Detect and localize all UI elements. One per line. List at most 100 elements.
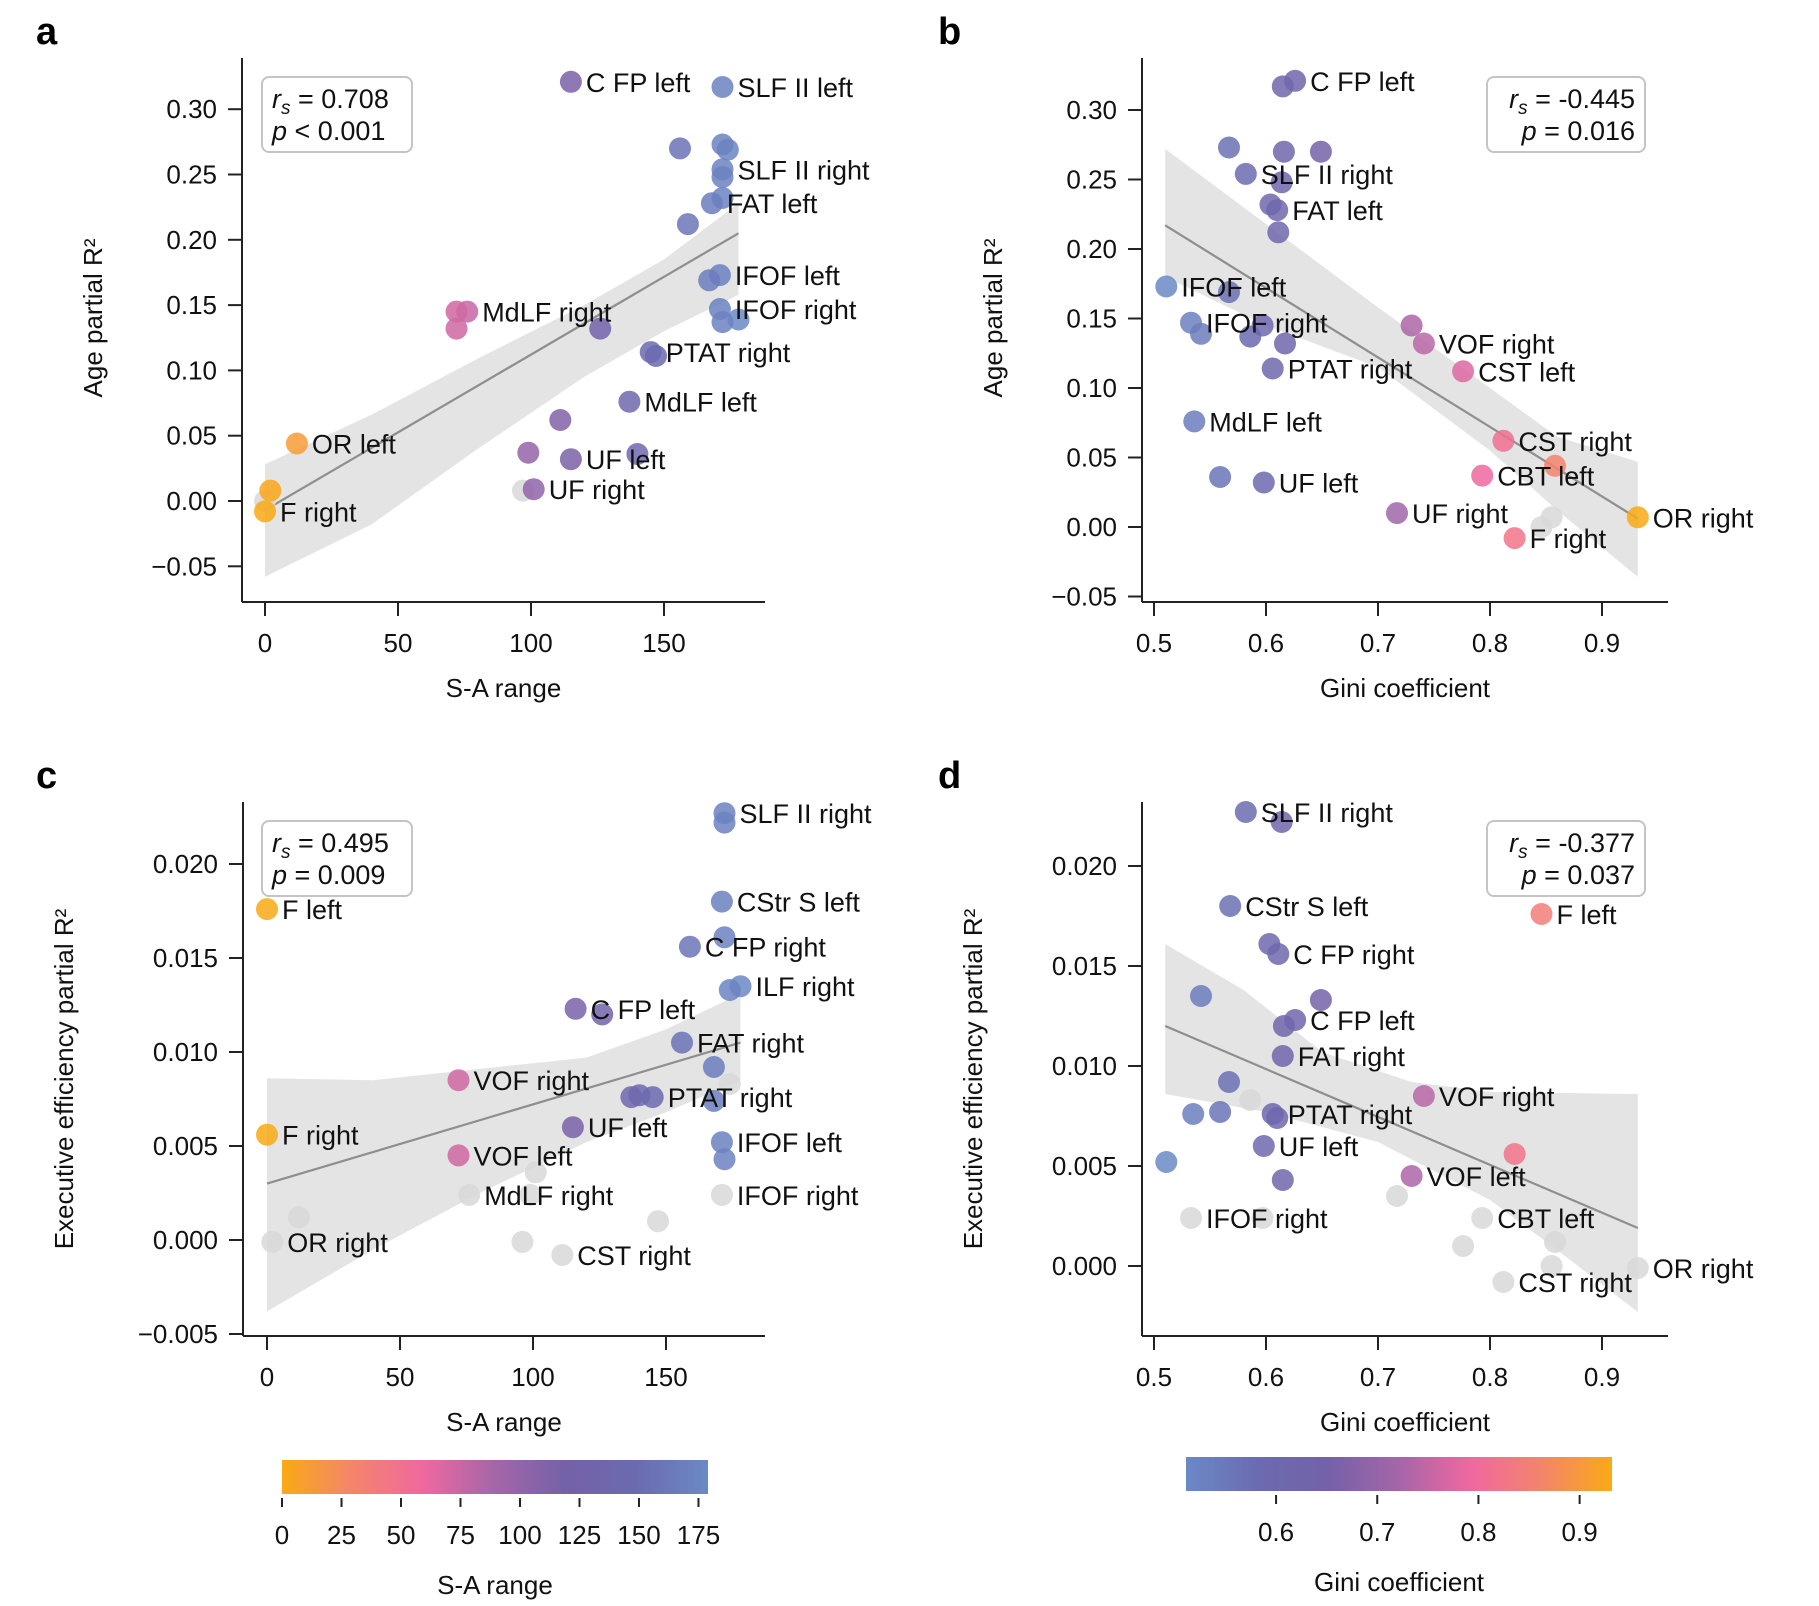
data-point [1400,1165,1423,1187]
point-label: OR right [1653,503,1754,533]
colorbar-tick-label: 0.6 [1258,1517,1294,1547]
point-label: VOF left [1427,1162,1527,1192]
point-label: IFOF right [1206,1204,1328,1234]
data-point [626,443,649,465]
data-point [1266,1107,1289,1129]
colorbar-tick-label: 175 [677,1520,720,1550]
point-label: PTAT right [1288,1100,1413,1130]
data-point [1309,989,1332,1011]
point-label: CST right [1518,1268,1632,1298]
data-point [710,1183,733,1206]
point-label: CST left [1478,357,1576,387]
data-point [1271,1169,1294,1191]
x-tick-label: 0.7 [1360,628,1396,658]
x-tick-label: 0.9 [1584,1362,1620,1392]
data-point [1452,360,1475,383]
stat-box-frame [1486,76,1646,153]
data-point [1274,332,1296,355]
point-label: CStr S left [1245,892,1369,922]
confidence-band [267,993,741,1312]
data-point [698,269,721,292]
data-point [1183,410,1206,433]
data-point [559,448,582,471]
data-point [1626,506,1649,529]
data-point [256,898,278,921]
y-tick-label: 0.25 [1066,165,1117,195]
colorbar-gradient [1186,1457,1612,1491]
data-point [1540,1255,1563,1277]
data-point [1155,1151,1178,1173]
x-tick-label: 150 [642,628,685,658]
sa-range-colorbar: 0 25 50 75 100 125 150 175 S-A range [275,1460,720,1600]
point-label: CST right [1518,427,1632,457]
y-tick-label: 0.010 [1052,1051,1117,1081]
panel-c-exec-vs-sa-range: SLF II right F left CStr S left C FP right I… [49,799,872,1437]
y-tick-label: 0.020 [1052,851,1117,881]
x-axis-title: S-A range [446,1407,562,1437]
data-point [447,1144,470,1167]
point-label: F left [282,895,343,925]
data-point [287,1206,310,1229]
data-point [700,192,723,215]
data-point [1530,903,1553,925]
data-point [1386,502,1408,525]
data-point [669,137,691,160]
y-tick-label: 0.000 [153,1225,218,1255]
y-tick-label: −0.005 [138,1319,218,1349]
data-point [445,300,468,323]
point-label: SLF II right [738,155,871,185]
point-label: UF right [1412,499,1509,529]
point-label: UF right [549,475,646,505]
x-tick-label: 50 [386,1362,415,1392]
data-point [511,1230,534,1253]
point-label: IFOF right [1206,309,1328,339]
x-tick-label: 0.9 [1584,628,1620,658]
x-tick-label: 150 [644,1362,687,1392]
point-label: FAT left [1292,196,1383,226]
x-tick-label: 0 [258,628,272,658]
data-point [1182,1103,1205,1125]
point-label: C FP left [1310,67,1415,97]
data-point [1266,199,1289,222]
point-label: FAT right [697,1029,805,1059]
data-point [1452,1235,1475,1257]
data-point [1492,1271,1515,1293]
point-label: IFOF right [735,295,857,325]
confidence-band [265,203,739,577]
colorbar-tick-label: 50 [387,1520,416,1550]
data-point [285,432,308,455]
data-point [1190,985,1212,1007]
y-tick-label: 0.015 [1052,951,1117,981]
point-label: PTAT right [668,1083,793,1113]
data-point [1492,429,1515,452]
point-label: SLF II right [1261,160,1394,190]
data-point [1386,1185,1408,1207]
x-tick-label: 100 [511,1362,554,1392]
data-point [1218,281,1240,304]
y-tick-label: 0.15 [1066,304,1117,334]
data-point [1626,1257,1649,1279]
y-tick-label: 0.005 [153,1131,218,1161]
y-tick-label: −0.05 [1051,582,1117,612]
data-point [676,213,699,236]
panel-letter-b: b [938,11,961,53]
data-point [445,317,468,340]
point-label: CBT left [1497,1204,1595,1234]
data-point [718,1073,741,1095]
stat-box-frame [261,820,413,897]
x-tick-label: 0.5 [1136,628,1172,658]
point-label: SLF II right [740,799,873,829]
data-point [1271,75,1294,98]
point-label: F right [1530,524,1607,554]
point-label: UF left [588,1113,668,1143]
data-point [1412,1085,1435,1107]
point-label: OR right [1653,1254,1754,1284]
correlation-text: rs = -0.377 [1509,828,1635,863]
point-label: CStr S left [737,888,861,918]
data-point [1252,471,1275,494]
point-label: F left [1557,900,1618,930]
colorbar-tick-label: 75 [446,1520,475,1550]
data-point [713,811,736,834]
